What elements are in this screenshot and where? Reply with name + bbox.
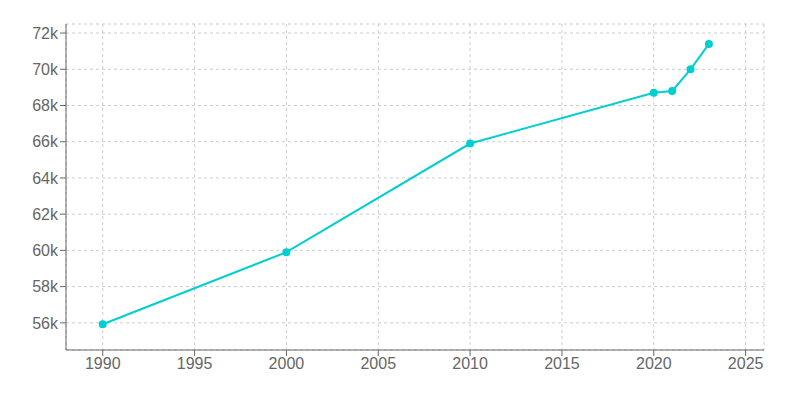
svg-text:2020: 2020 [636,355,672,372]
svg-text:72k: 72k [32,25,59,42]
svg-text:2015: 2015 [544,355,580,372]
svg-text:1990: 1990 [85,355,121,372]
svg-text:1995: 1995 [177,355,213,372]
svg-text:60k: 60k [32,242,59,259]
svg-text:2025: 2025 [728,355,764,372]
svg-text:2010: 2010 [452,355,488,372]
svg-text:58k: 58k [32,278,59,295]
svg-text:64k: 64k [32,170,59,187]
svg-text:66k: 66k [32,133,59,150]
svg-text:2005: 2005 [360,355,396,372]
svg-text:68k: 68k [32,97,59,114]
svg-text:70k: 70k [32,61,59,78]
svg-text:62k: 62k [32,206,59,223]
svg-text:56k: 56k [32,315,59,332]
svg-text:2000: 2000 [269,355,305,372]
